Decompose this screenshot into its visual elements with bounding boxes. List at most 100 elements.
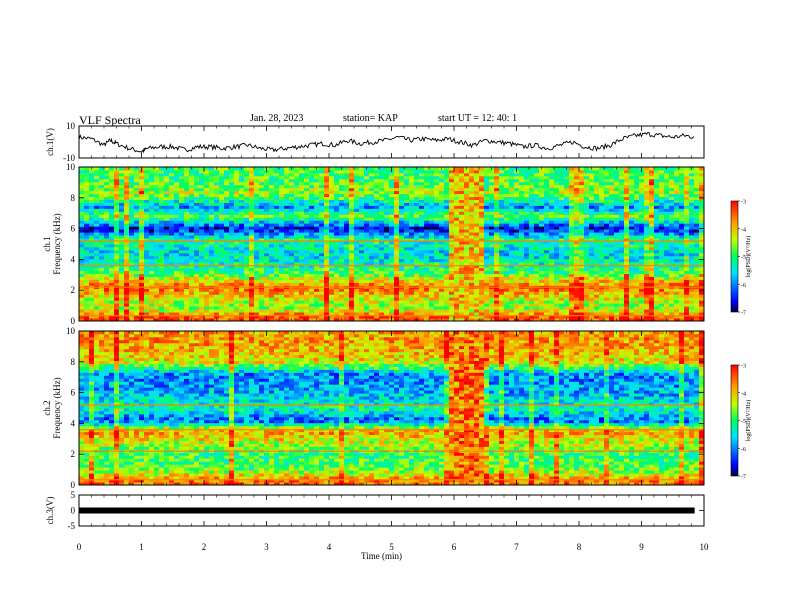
- heatmap-cell: [309, 312, 314, 315]
- heatmap-cell: [419, 185, 424, 188]
- heatmap-cell: [89, 303, 94, 306]
- heatmap-cell: [499, 173, 504, 176]
- heatmap-cell: [334, 256, 339, 259]
- heatmap-cell: [314, 309, 319, 312]
- heatmap-cell: [464, 211, 469, 214]
- heatmap-cell: [519, 297, 524, 300]
- heatmap-cell: [509, 206, 514, 209]
- heatmap-cell: [319, 223, 324, 226]
- heatmap-cell: [294, 206, 299, 209]
- heatmap-cell: [364, 235, 369, 238]
- heatmap-cell: [424, 232, 429, 235]
- heatmap-cell: [319, 188, 324, 191]
- heatmap-cell: [249, 220, 254, 223]
- heatmap-cell: [174, 191, 179, 194]
- heatmap-cell: [109, 247, 114, 250]
- heatmap-cell: [484, 182, 489, 185]
- heatmap-cell: [324, 253, 329, 256]
- heatmap-cell: [219, 217, 224, 220]
- heatmap-cell: [529, 303, 534, 306]
- heatmap-cell: [429, 300, 434, 303]
- heatmap-cell: [374, 211, 379, 214]
- heatmap-cell: [319, 220, 324, 223]
- heatmap-cell: [344, 208, 349, 211]
- heatmap-cell: [214, 277, 219, 280]
- heatmap-cell: [404, 291, 409, 294]
- heatmap-cell: [524, 194, 529, 197]
- heatmap-cell: [239, 294, 244, 297]
- heatmap-cell: [329, 179, 334, 182]
- heatmap-cell: [524, 182, 529, 185]
- heatmap-cell: [339, 179, 344, 182]
- heatmap-cell: [199, 211, 204, 214]
- heatmap-cell: [284, 217, 289, 220]
- heatmap-cell: [224, 200, 229, 203]
- heatmap-cell: [224, 303, 229, 306]
- heatmap-cell: [484, 200, 489, 203]
- heatmap-cell: [229, 226, 234, 229]
- heatmap-cell: [359, 253, 364, 256]
- heatmap-cell: [194, 309, 199, 312]
- heatmap-cell: [169, 250, 174, 253]
- heatmap-cell: [464, 170, 469, 173]
- heatmap-cell: [194, 262, 199, 265]
- heatmap-cell: [504, 176, 509, 179]
- heatmap-cell: [264, 220, 269, 223]
- heatmap-cell: [189, 206, 194, 209]
- heatmap-cell: [154, 179, 159, 182]
- heatmap-cell: [539, 232, 544, 235]
- heatmap-cell: [244, 247, 249, 250]
- heatmap-cell: [434, 200, 439, 203]
- heatmap-cell: [159, 312, 164, 315]
- heatmap-cell: [239, 226, 244, 229]
- heatmap-cell: [344, 256, 349, 259]
- heatmap-cell: [259, 203, 264, 206]
- heatmap-cell: [89, 256, 94, 259]
- heatmap-cell: [84, 182, 89, 185]
- heatmap-cell: [174, 253, 179, 256]
- heatmap-cell: [409, 229, 414, 232]
- heatmap-cell: [539, 235, 544, 238]
- heatmap-cell: [284, 309, 289, 312]
- heatmap-cell: [234, 235, 239, 238]
- heatmap-cell: [499, 182, 504, 185]
- heatmap-cell: [434, 300, 439, 303]
- heatmap-cell: [189, 217, 194, 220]
- heatmap-cell: [434, 235, 439, 238]
- heatmap-cell: [299, 280, 304, 283]
- heatmap-cell: [389, 173, 394, 176]
- heatmap-cell: [149, 244, 154, 247]
- heatmap-cell: [114, 176, 119, 179]
- heatmap-cell: [279, 280, 284, 283]
- heatmap-cell: [209, 176, 214, 179]
- heatmap-cell: [194, 176, 199, 179]
- heatmap-cell: [329, 173, 334, 176]
- heatmap-cell: [219, 206, 224, 209]
- heatmap-cell: [139, 179, 144, 182]
- heatmap-cell: [404, 176, 409, 179]
- heatmap-cell: [424, 300, 429, 303]
- heatmap-cell: [229, 179, 234, 182]
- heatmap-cell: [234, 176, 239, 179]
- heatmap-cell: [164, 211, 169, 214]
- heatmap-cell: [544, 247, 549, 250]
- heatmap-cell: [169, 253, 174, 256]
- heatmap-cell: [399, 226, 404, 229]
- heatmap-cell: [219, 229, 224, 232]
- heatmap-cell: [514, 197, 519, 200]
- heatmap-cell: [439, 214, 444, 217]
- heatmap-cell: [194, 226, 199, 229]
- heatmap-cell: [89, 259, 94, 262]
- heatmap-cell: [189, 259, 194, 262]
- heatmap-cell: [524, 203, 529, 206]
- heatmap-cell: [189, 182, 194, 185]
- heatmap-cell: [289, 182, 294, 185]
- heatmap-cell: [294, 170, 299, 173]
- heatmap-cell: [524, 235, 529, 238]
- heatmap-cell: [384, 291, 389, 294]
- heatmap-cell: [204, 208, 209, 211]
- heatmap-cell: [474, 300, 479, 303]
- heatmap-cell: [474, 214, 479, 217]
- heatmap-cell: [149, 179, 154, 182]
- heatmap-cell: [389, 253, 394, 256]
